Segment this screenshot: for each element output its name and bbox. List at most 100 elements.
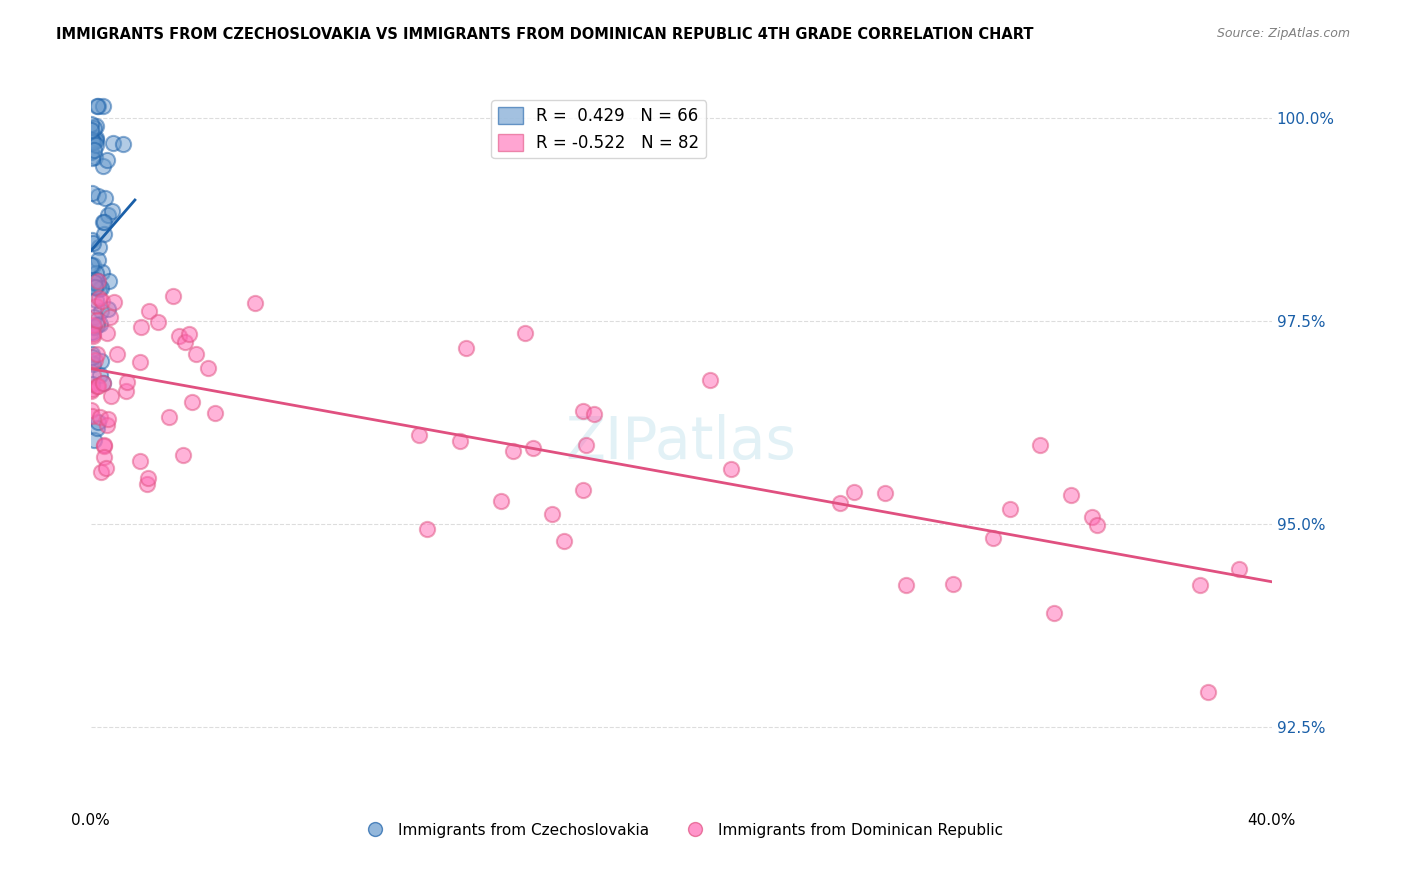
Immigrants from Czechoslovakia [83,121,105,136]
Immigrants from Czechoslovakia [80,355,103,369]
Immigrants from Dominican Republic [454,341,477,355]
Immigrants from Czechoslovakia [101,204,124,219]
Immigrants from Czechoslovakia [83,310,105,324]
Immigrants from Czechoslovakia [80,258,103,272]
Immigrants from Dominican Republic [84,299,107,313]
Immigrants from Dominican Republic [82,318,104,333]
Immigrants from Czechoslovakia [112,136,135,151]
Immigrants from Czechoslovakia [97,302,120,317]
Immigrants from Dominican Republic [96,417,118,432]
Immigrants from Czechoslovakia [83,433,105,447]
Immigrants from Czechoslovakia [86,273,108,287]
Immigrants from Dominican Republic [489,494,512,508]
Immigrants from Dominican Republic [1000,502,1022,516]
Immigrants from Czechoslovakia [83,150,105,164]
Immigrants from Czechoslovakia [82,258,104,272]
Immigrants from Czechoslovakia [96,153,118,167]
Immigrants from Dominican Republic [541,508,564,522]
Immigrants from Dominican Republic [80,384,103,398]
Immigrants from Czechoslovakia [84,134,107,148]
Text: Source: ZipAtlas.com: Source: ZipAtlas.com [1216,27,1350,40]
Immigrants from Dominican Republic [408,428,430,442]
Immigrants from Dominican Republic [93,439,115,453]
Immigrants from Dominican Republic [1085,518,1108,533]
Immigrants from Dominican Republic [82,327,104,342]
Immigrants from Dominican Republic [184,347,207,361]
Immigrants from Dominican Republic [83,353,105,368]
Immigrants from Dominican Republic [97,412,120,426]
Immigrants from Dominican Republic [93,437,115,451]
Immigrants from Dominican Republic [86,347,108,361]
Immigrants from Czechoslovakia [84,293,107,307]
Immigrants from Dominican Republic [981,531,1004,545]
Immigrants from Dominican Republic [197,361,219,376]
Immigrants from Dominican Republic [575,438,598,452]
Immigrants from Czechoslovakia [89,368,111,382]
Immigrants from Czechoslovakia [80,133,103,147]
Immigrants from Dominican Republic [91,376,114,390]
Immigrants from Dominican Republic [115,375,138,389]
Immigrants from Dominican Republic [828,496,851,510]
Immigrants from Czechoslovakia [91,215,114,229]
Immigrants from Dominican Republic [89,409,111,424]
Immigrants from Czechoslovakia [87,415,110,429]
Immigrants from Czechoslovakia [80,151,103,165]
Immigrants from Dominican Republic [100,389,122,403]
Immigrants from Czechoslovakia [87,188,110,202]
Immigrants from Czechoslovakia [84,137,107,152]
Immigrants from Dominican Republic [502,443,524,458]
Immigrants from Dominican Republic [449,434,471,448]
Immigrants from Dominican Republic [572,483,595,498]
Immigrants from Czechoslovakia [80,134,103,148]
Immigrants from Dominican Republic [82,368,104,383]
Immigrants from Czechoslovakia [80,117,103,131]
Immigrants from Czechoslovakia [98,274,121,288]
Immigrants from Dominican Republic [513,326,536,340]
Immigrants from Czechoslovakia [84,133,107,147]
Immigrants from Dominican Republic [169,329,191,343]
Immigrants from Czechoslovakia [82,235,104,250]
Immigrants from Dominican Republic [162,289,184,303]
Immigrants from Dominican Republic [136,471,159,485]
Text: ZIPatlas: ZIPatlas [565,414,797,471]
Immigrants from Czechoslovakia [82,135,104,149]
Immigrants from Czechoslovakia [90,281,112,295]
Immigrants from Dominican Republic [135,477,157,491]
Immigrants from Czechoslovakia [97,207,120,221]
Immigrants from Dominican Republic [87,274,110,288]
Immigrants from Dominican Republic [146,315,169,329]
Immigrants from Czechoslovakia [93,227,115,242]
Immigrants from Dominican Republic [129,319,152,334]
Immigrants from Dominican Republic [1043,606,1066,620]
Immigrants from Dominican Republic [894,578,917,592]
Immigrants from Czechoslovakia [87,253,110,268]
Immigrants from Czechoslovakia [86,99,108,113]
Immigrants from Dominican Republic [90,294,112,309]
Immigrants from Dominican Republic [553,533,575,548]
Immigrants from Dominican Republic [522,441,544,455]
Legend: Immigrants from Czechoslovakia, Immigrants from Dominican Republic: Immigrants from Czechoslovakia, Immigran… [353,817,1010,844]
Immigrants from Czechoslovakia [84,267,107,281]
Immigrants from Dominican Republic [1189,577,1212,591]
Immigrants from Dominican Republic [720,461,742,475]
Immigrants from Czechoslovakia [90,303,112,318]
Immigrants from Dominican Republic [129,355,152,369]
Immigrants from Dominican Republic [128,453,150,467]
Immigrants from Czechoslovakia [82,377,104,392]
Immigrants from Dominican Republic [1227,561,1250,575]
Immigrants from Czechoslovakia [80,186,103,200]
Immigrants from Dominican Republic [80,403,103,417]
Immigrants from Czechoslovakia [80,122,103,136]
Immigrants from Czechoslovakia [91,376,114,390]
Immigrants from Dominican Republic [942,577,965,591]
Immigrants from Czechoslovakia [80,325,103,339]
Immigrants from Dominican Republic [1060,487,1083,501]
Immigrants from Czechoslovakia [82,325,104,339]
Immigrants from Czechoslovakia [84,280,107,294]
Immigrants from Dominican Republic [94,460,117,475]
Immigrants from Dominican Republic [138,304,160,318]
Immigrants from Dominican Republic [699,373,721,387]
Immigrants from Dominican Republic [80,409,103,424]
Immigrants from Czechoslovakia [91,159,114,173]
Immigrants from Czechoslovakia [82,347,104,361]
